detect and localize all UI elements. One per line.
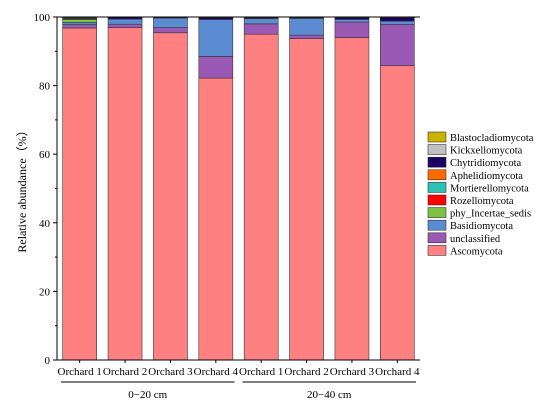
bar-segment-ascomycota-4 bbox=[198, 77, 234, 361]
bar-segment-basidiomycota-1 bbox=[62, 22, 97, 25]
bar-segment-chytridiomycota-8 bbox=[380, 17, 415, 22]
bar-segment-unclassified-1 bbox=[62, 24, 97, 29]
bar-segment-unclassified-2 bbox=[107, 23, 143, 28]
group-label: 20−40 cm bbox=[307, 389, 352, 401]
legend-swatch bbox=[427, 131, 447, 143]
bar-segment-basidiomycota-6 bbox=[289, 18, 324, 36]
bar-segment-ascomycota-8 bbox=[380, 65, 415, 361]
bar-segment-basidiomycota-8 bbox=[380, 20, 415, 25]
group-label: 0−20 cm bbox=[128, 389, 167, 401]
legend-label: Rozellomycota bbox=[450, 196, 514, 207]
bar-segment-basidiomycota-3 bbox=[153, 17, 188, 28]
y-tick-label: 40 bbox=[39, 218, 51, 230]
y-tick-label: 60 bbox=[39, 149, 51, 161]
legend-label: Basidiomycota bbox=[450, 221, 513, 232]
bar-segment-ascomycota-7 bbox=[334, 37, 370, 361]
bar-segment-unclassified-3 bbox=[153, 27, 188, 34]
x-tick-label: Orchard 3 bbox=[148, 366, 193, 378]
x-tick-label: Orchard 1 bbox=[58, 366, 102, 378]
legend-swatch bbox=[427, 194, 447, 206]
legend-label: Aphelidiomycota bbox=[450, 171, 523, 182]
legend-label: Ascomycota bbox=[450, 246, 503, 257]
bar-segment-unclassified-7 bbox=[334, 21, 370, 38]
bar-segment-unclassified-6 bbox=[289, 34, 324, 39]
bar-segment-unclassified-8 bbox=[380, 24, 415, 67]
y-tick-label: 0 bbox=[45, 355, 51, 367]
bar-segment-basidiomycota-2 bbox=[107, 18, 143, 25]
bar-segment-unclassified-5 bbox=[243, 23, 279, 35]
legend-label: phy_Incertae_sedis bbox=[450, 209, 531, 220]
legend-label: Blastocladiomycota bbox=[450, 133, 534, 144]
x-tick-label: Orchard 2 bbox=[284, 366, 328, 378]
legend-swatch bbox=[427, 219, 447, 231]
legend-label: unclassified bbox=[450, 234, 501, 245]
x-tick-label: Orchard 1 bbox=[239, 366, 283, 378]
legend-swatch bbox=[427, 182, 447, 193]
bar-segment-basidiomycota-7 bbox=[334, 19, 370, 23]
y-tick-label: 20 bbox=[39, 286, 51, 298]
legend-label: Kickxellomycota bbox=[450, 146, 523, 157]
x-tick-label: Orchard 4 bbox=[375, 366, 420, 378]
x-tick-label: Orchard 3 bbox=[330, 366, 375, 378]
legend-swatch bbox=[427, 144, 447, 155]
legend-label: Chytridiomycota bbox=[450, 158, 521, 169]
x-tick-label: Orchard 4 bbox=[194, 366, 239, 378]
x-tick-label: Orchard 2 bbox=[103, 366, 147, 378]
bar-segment-unclassified-4 bbox=[198, 56, 234, 79]
bar-segment-ascomycota-3 bbox=[153, 32, 188, 361]
legend-swatch bbox=[427, 207, 447, 218]
legend-swatch bbox=[427, 169, 447, 181]
legend-swatch bbox=[427, 245, 447, 256]
legend-swatch bbox=[427, 156, 447, 168]
y-tick-label: 80 bbox=[39, 81, 51, 93]
y-axis-title: Relative abundance（%） bbox=[15, 124, 29, 252]
legend-label: Mortierellomycota bbox=[450, 183, 529, 194]
bar-segment-ascomycota-2 bbox=[107, 27, 143, 361]
bar-segment-basidiomycota-5 bbox=[243, 18, 279, 25]
bar-segment-phy-incertae-sedis-1 bbox=[62, 19, 97, 23]
bar-segment-ascomycota-6 bbox=[289, 38, 324, 361]
legend-swatch bbox=[427, 232, 447, 244]
y-tick-label: 100 bbox=[34, 12, 51, 24]
bar-segment-ascomycota-1 bbox=[62, 27, 97, 361]
bar-segment-basidiomycota-4 bbox=[198, 19, 234, 57]
bar-segment-ascomycota-5 bbox=[243, 33, 279, 361]
